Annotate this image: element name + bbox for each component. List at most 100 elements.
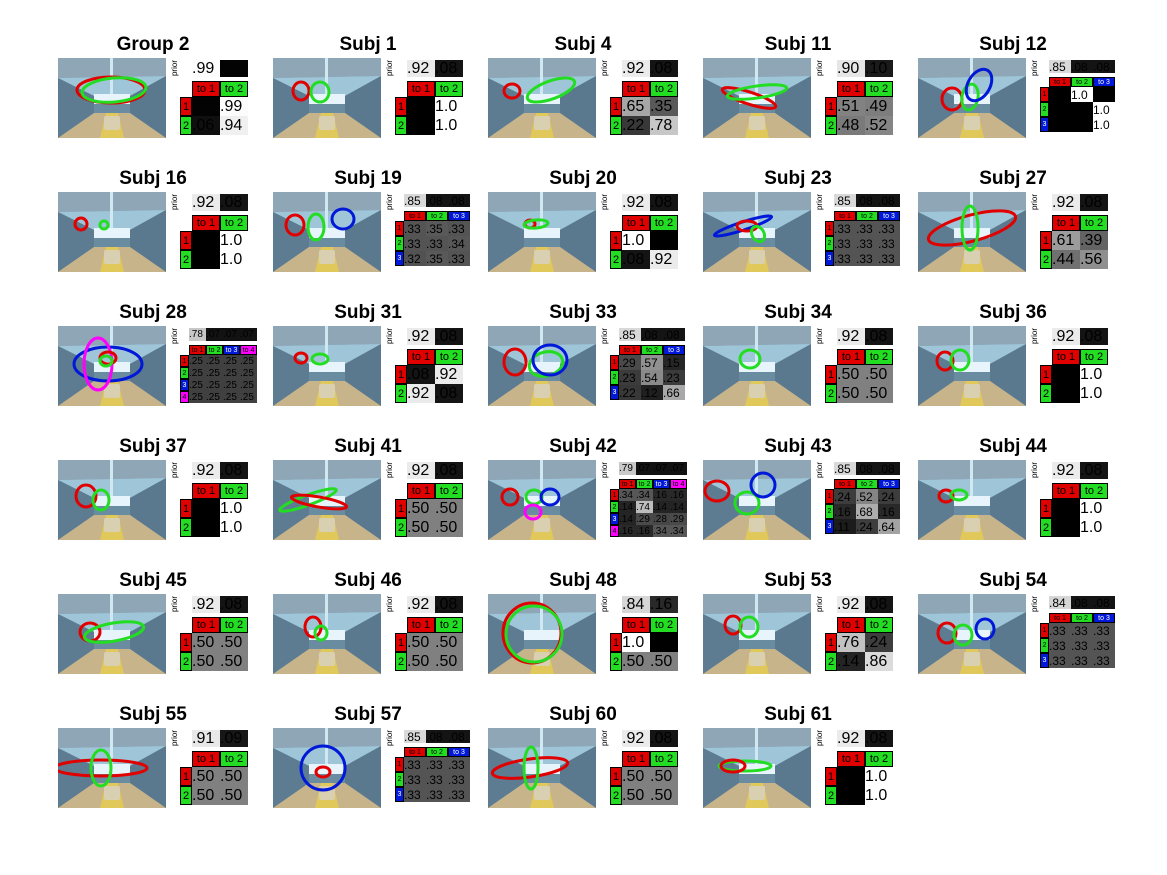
panel-title: Subj 36 — [979, 302, 1047, 323]
row-header: 1 — [610, 633, 622, 652]
matrix-cell: .28 — [653, 513, 670, 525]
column-header: to 2 — [426, 211, 448, 221]
state-ellipse-1 — [58, 758, 149, 778]
matrix-cell: .33 — [834, 221, 856, 236]
matrix-cell: .33 — [1049, 638, 1071, 653]
prior-cell: .79 — [619, 462, 636, 475]
column-header: to 3 — [878, 211, 900, 221]
panel-title: Subj 33 — [549, 302, 617, 323]
column-header: to 1 — [192, 751, 220, 767]
matrix-cell — [1049, 87, 1071, 102]
matrix-cell: .50 — [435, 652, 463, 671]
state-ellipse-2 — [98, 219, 110, 231]
matrix-cell: .16 — [653, 489, 670, 501]
panel-title: Subj 28 — [119, 302, 187, 323]
column-header: to 1 — [834, 479, 856, 489]
scene-svg — [273, 326, 381, 406]
prior-cell: .85 — [404, 194, 426, 207]
column-header: to 1 — [1052, 215, 1080, 231]
panel-title: Subj 1 — [339, 34, 397, 55]
column-header: to 2 — [1071, 613, 1093, 623]
column-header: to 1 — [192, 81, 220, 97]
subject-panel: Subj 43 prior .85.08.08 to 1 to 2 to 3 1.24.52… — [703, 436, 918, 554]
subject-panel: Subj 31 prior .92.08 to 1 to 2 1.08.92 2.92.08 — [273, 302, 488, 420]
subject-panel: Subj 27 prior .92.08 to 1 to 2 1.61.39 2.44.56 — [918, 168, 1133, 286]
prior-label: prior — [815, 328, 824, 345]
subject-panel: Subj 20 prior .92.08 to 1 to 2 1 1.0 2.08.92 — [488, 168, 703, 286]
prior-cell: .07 — [240, 328, 257, 341]
matrix-cell: .50 — [837, 365, 865, 384]
subject-panel: Subj 48 prior .84.16 to 1 to 2 1 1.0 2.50.50 — [488, 570, 703, 688]
prior-cell: .08 — [1093, 60, 1115, 73]
prior-cell: .08 — [435, 60, 463, 77]
prior-cell: .08 — [641, 328, 663, 341]
matrix-cell: .08 — [435, 384, 463, 403]
state-ellipse-2 — [949, 488, 969, 502]
scene-image — [488, 58, 596, 138]
row-header: 2 — [825, 236, 834, 251]
scene-svg — [488, 58, 596, 138]
column-header: to 2 — [636, 479, 653, 489]
row-header: 3 — [180, 379, 189, 391]
scene-svg — [273, 58, 381, 138]
row-header: 1 — [610, 97, 622, 116]
matrix-cell: .64 — [878, 519, 900, 534]
row-header: 2 — [1040, 384, 1052, 403]
subject-panel: Subj 44 prior .92.08 to 1 to 2 1 1.0 2 1.0 — [918, 436, 1133, 554]
prior-cell: .08 — [426, 194, 448, 207]
row-header: 1 — [825, 767, 837, 786]
matrix-cell: .50 — [192, 652, 220, 671]
state-ellipse-2 — [725, 83, 789, 101]
scene-svg — [703, 728, 811, 808]
prior-cell: .92 — [622, 194, 650, 211]
prior-cell: .08 — [220, 596, 248, 613]
panel-title: Subj 42 — [549, 436, 617, 457]
prior-label: prior — [815, 596, 824, 613]
prior-label: prior — [815, 462, 824, 479]
column-header: to 1 — [619, 345, 641, 355]
prior-label: prior — [385, 194, 394, 211]
matrix-cell: 1.0 — [1093, 102, 1115, 117]
matrix-cell: .50 — [220, 633, 248, 652]
matrix-cell — [1052, 365, 1080, 384]
prior-cell: .92 — [192, 194, 220, 211]
scene-image — [273, 594, 381, 674]
column-header: to 4 — [670, 479, 687, 489]
state-ellipse-2 — [309, 80, 331, 104]
matrix-cell: .33 — [426, 757, 448, 772]
state-ellipse-3 — [539, 487, 561, 507]
matrix-cell: .33 — [856, 236, 878, 251]
matrix-cell: 1.0 — [865, 767, 893, 786]
row-header: 1 — [180, 231, 192, 250]
scene-svg — [488, 192, 596, 272]
panel-title: Subj 57 — [334, 704, 402, 725]
scene-svg — [488, 326, 596, 406]
matrix-cell: .50 — [220, 767, 248, 786]
row-header: 2 — [610, 250, 622, 269]
matrix-cell: .52 — [856, 489, 878, 504]
prior-label: prior — [1030, 328, 1039, 345]
row-header: 1 — [395, 757, 404, 772]
matrix-cell: 1.0 — [622, 633, 650, 652]
matrix-cell: .16 — [636, 525, 653, 537]
prior-cell: .08 — [435, 328, 463, 345]
matrix-cell: .50 — [650, 786, 678, 805]
matrix-cell: .14 — [619, 513, 636, 525]
row-header: 1 — [610, 489, 619, 501]
prior-cell: .92 — [837, 596, 865, 613]
scene-svg — [703, 460, 811, 540]
prior-label: prior — [600, 60, 609, 77]
matrix-cell: .24 — [834, 489, 856, 504]
matrix-cell — [192, 499, 220, 518]
matrix-cell: .50 — [407, 499, 435, 518]
prior-cell: .08 — [435, 596, 463, 613]
state-ellipse-3 — [974, 617, 996, 641]
panel-title: Subj 31 — [334, 302, 402, 323]
column-header: to 2 — [650, 617, 678, 633]
panel-title: Group 2 — [116, 34, 190, 55]
scene-image — [273, 326, 381, 406]
state-ellipse-1 — [719, 758, 747, 774]
scene-svg — [273, 728, 381, 808]
panel-title: Subj 61 — [764, 704, 832, 725]
prior-cell: .99 — [192, 60, 220, 77]
